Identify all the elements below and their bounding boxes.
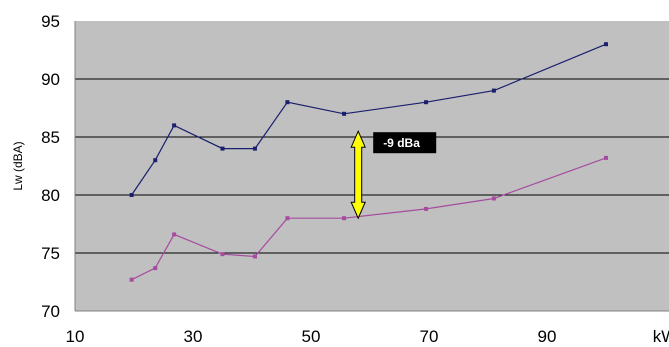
data-point-1 <box>172 123 177 128</box>
y-axis-label: Lw (dBA) <box>11 141 25 190</box>
data-point-2 <box>424 206 429 211</box>
data-point-2 <box>252 254 257 259</box>
y-tick-label: 80 <box>41 186 60 205</box>
gridlines <box>75 78 669 254</box>
data-point-2 <box>285 216 290 221</box>
y-tick-label: 90 <box>41 70 60 89</box>
tick-labels: 95 90 85 80 75 70 10 30 50 70 90 kW <box>41 12 669 346</box>
annotation: -9 dBa <box>350 129 437 220</box>
y-tick-label: 75 <box>41 244 60 263</box>
series-line-1 <box>131 43 607 196</box>
series-line-2 <box>131 157 607 281</box>
y-tick-label: 95 <box>41 12 60 31</box>
difference-arrow <box>350 129 366 220</box>
data-point-1 <box>604 42 608 47</box>
plot-area <box>75 21 669 311</box>
annotation-label-box <box>373 132 437 154</box>
x-tick-label: kW <box>653 327 669 346</box>
data-point-2 <box>153 266 158 271</box>
data-point-1 <box>252 146 257 151</box>
data-point-1 <box>424 100 429 105</box>
data-point-2 <box>172 232 177 237</box>
x-tick-label: 50 <box>302 327 321 346</box>
x-tick-label: 70 <box>420 327 439 346</box>
data-point-1 <box>285 100 290 105</box>
data-point-2 <box>129 277 134 282</box>
data-point-1 <box>342 111 347 116</box>
series-group <box>129 42 608 282</box>
annotation-label: -9 dBa <box>383 136 420 150</box>
data-point-2 <box>342 216 347 221</box>
data-point-2 <box>491 196 496 201</box>
data-point-1 <box>491 88 496 93</box>
data-point-1 <box>220 146 225 151</box>
data-point-1 <box>153 158 158 163</box>
y-tick-label: 85 <box>41 128 60 147</box>
data-point-2 <box>604 155 608 160</box>
x-tick-label: 90 <box>538 327 557 346</box>
y-tick-label: 70 <box>41 302 60 321</box>
x-tick-label: 30 <box>184 327 203 346</box>
axes <box>74 21 669 312</box>
data-point-2 <box>220 252 225 257</box>
x-tick-label: 10 <box>66 327 85 346</box>
data-point-1 <box>129 193 134 197</box>
